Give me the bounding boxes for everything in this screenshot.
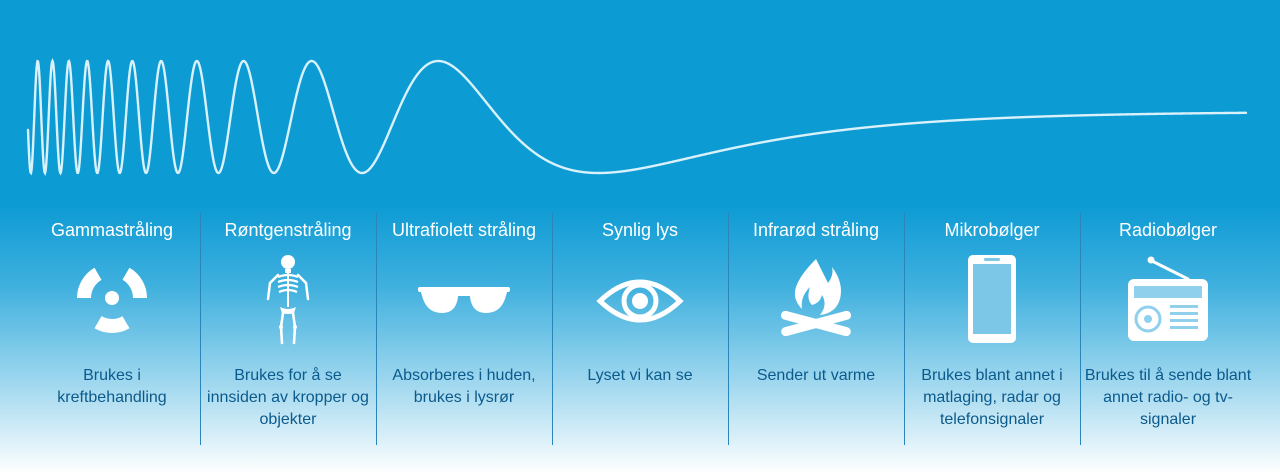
skeleton-icon	[238, 253, 338, 348]
campfire-icon	[766, 253, 866, 348]
category-uv: Ultrafiolett stråling Absorberes i huden…	[376, 205, 552, 474]
category-gamma: Gammastråling Brukes i kreftbehandling	[24, 205, 200, 474]
category-visible: Synlig lys Lyset vi kan se	[552, 205, 728, 474]
category-xray: Røntgenstråling Brukes for å se innsiden…	[200, 205, 376, 474]
category-description: Brukes til å sende blant annet radio- og…	[1084, 367, 1252, 428]
spectrum-wave	[26, 58, 1248, 176]
category-description: Brukes blant annet i matlaging, radar og…	[921, 367, 1063, 428]
category-title: Ultrafiolett stråling	[391, 220, 537, 240]
divider	[728, 213, 729, 445]
category-description: Lyset vi kan se	[587, 367, 693, 384]
eye-icon	[590, 253, 690, 348]
category-description: Absorberes i huden, brukes i lysrør	[392, 367, 536, 406]
category-description: Sender ut varme	[756, 367, 876, 384]
smartphone-icon	[942, 253, 1042, 348]
category-title: Røntgenstråling	[224, 220, 352, 240]
wave-banner	[0, 0, 1280, 205]
radiation-icon	[62, 253, 162, 348]
category-title: Mikrobølger	[944, 220, 1040, 240]
category-radio: Radiobølger Brukes til å sende blant ann…	[1080, 205, 1256, 474]
category-description: Brukes for å se innsiden av kropper og o…	[207, 367, 369, 428]
radio-icon	[1118, 253, 1218, 348]
divider	[376, 213, 377, 445]
category-title: Infrarød stråling	[752, 220, 880, 240]
divider	[904, 213, 905, 445]
spectrum-categories: Gammastråling Brukes i kreftbehandling R…	[0, 205, 1280, 474]
category-description: Brukes i kreftbehandling	[57, 367, 167, 406]
category-title: Synlig lys	[601, 220, 679, 240]
sunglasses-icon	[414, 253, 514, 348]
category-infrared: Infrarød stråling Sender ut varme	[728, 205, 904, 474]
divider	[552, 213, 553, 445]
category-title: Gammastråling	[50, 220, 174, 240]
category-microwave: Mikrobølger Brukes blant annet i matlagi…	[904, 205, 1080, 474]
divider	[200, 213, 201, 445]
category-title: Radiobølger	[1118, 220, 1218, 240]
divider	[1080, 213, 1081, 445]
